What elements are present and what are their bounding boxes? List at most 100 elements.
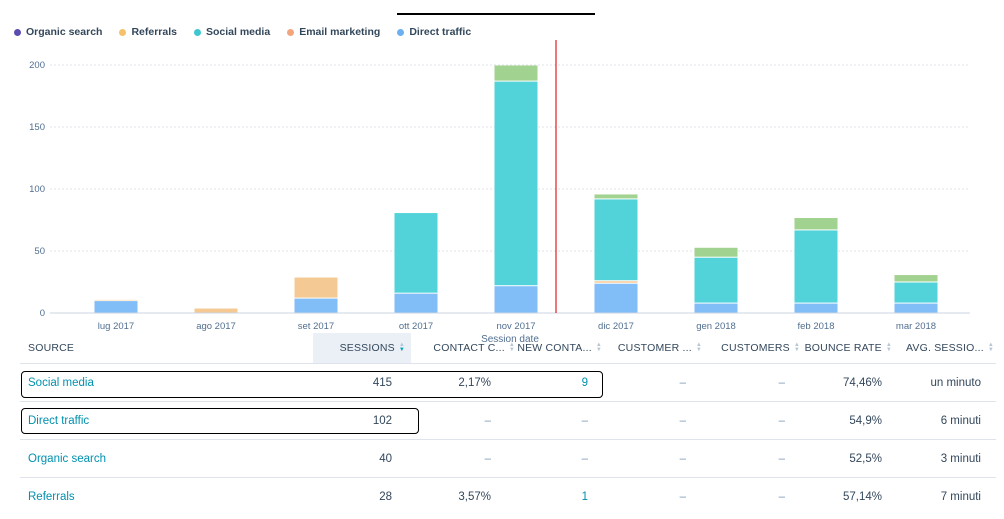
avg-session-value: 6 minuti xyxy=(940,414,981,427)
table-row: Referrals 28 3,57% 1 – – 57,14% 7 minuti xyxy=(20,477,996,515)
table-row: Direct traffic 102 – – – – 54,9% 6 minut… xyxy=(20,401,996,439)
column-header-label: CUSTOMER ... xyxy=(617,342,692,354)
avg-session-value: 3 minuti xyxy=(940,452,981,465)
new-contacts-value: – xyxy=(581,452,588,465)
bar-segment xyxy=(694,303,738,313)
bar-segment xyxy=(894,303,938,313)
bar-segment xyxy=(494,81,538,286)
contact-value: 2,17% xyxy=(458,376,491,389)
legend-dot-icon xyxy=(287,28,295,36)
legend-item-organic-search[interactable]: Organic search xyxy=(14,26,102,38)
bar-segment xyxy=(694,247,738,257)
legend-label: Organic search xyxy=(26,26,103,38)
new-contacts-value: – xyxy=(581,414,588,427)
top-rule xyxy=(397,13,595,15)
column-header-customers[interactable]: CUSTOMERS ▲ ▼ xyxy=(708,333,800,363)
sort-icon: ▲ ▼ xyxy=(595,342,602,353)
bar-segment xyxy=(94,301,138,313)
source-link[interactable]: Referrals xyxy=(28,490,75,503)
column-header-label: CONTACT C... xyxy=(433,342,505,354)
table-header: SOURCE SESSIONS ▲ ▼ CONTACT C... ▲ ▼ NEW C… xyxy=(20,333,996,363)
avg-session-value: un minuto xyxy=(930,376,981,389)
column-header-label: BOUNCE RATE xyxy=(804,342,882,354)
chart-legend: Organic search Referrals Social media Em… xyxy=(14,25,471,39)
bar-segment xyxy=(294,298,338,313)
bar-segment xyxy=(594,199,638,281)
customer-rate-value: – xyxy=(679,414,686,427)
legend-dot-icon xyxy=(119,28,127,36)
bounce-rate-value: 74,46% xyxy=(842,376,882,389)
column-header-label: SOURCE xyxy=(28,342,75,354)
legend-item-social-media[interactable]: Social media xyxy=(193,26,271,38)
bar-segment xyxy=(594,281,638,283)
bar-segment xyxy=(94,299,138,301)
x-tick-label: set 2017 xyxy=(298,321,334,332)
customers-value: – xyxy=(778,376,785,389)
bar-segment xyxy=(394,293,438,313)
x-tick-label: dic 2017 xyxy=(598,321,634,332)
bar-segment xyxy=(194,308,238,313)
legend-dot-icon xyxy=(397,28,405,36)
legend-label: Social media xyxy=(205,26,271,38)
x-tick-label: gen 2018 xyxy=(696,321,736,332)
contact-value: – xyxy=(484,452,491,465)
x-tick-label: nov 2017 xyxy=(496,321,535,332)
y-tick-label: 150 xyxy=(29,122,45,133)
legend-item-referrals[interactable]: Referrals xyxy=(119,26,177,38)
column-header-contact[interactable]: CONTACT C... ▲ ▼ xyxy=(415,333,515,363)
bar-segment xyxy=(894,275,938,282)
source-link[interactable]: Organic search xyxy=(28,452,106,465)
bounce-rate-value: 54,9% xyxy=(849,414,882,427)
y-tick-label: 50 xyxy=(34,246,45,257)
column-header-avg-session[interactable]: AVG. SESSIO... ▲ ▼ xyxy=(900,333,994,363)
x-tick-label: feb 2018 xyxy=(798,321,835,332)
contact-value: – xyxy=(484,414,491,427)
bounce-rate-value: 52,5% xyxy=(849,452,882,465)
new-contacts-link[interactable]: 1 xyxy=(581,490,588,503)
column-header-new-contacts[interactable]: NEW CONTA... ▲ ▼ xyxy=(507,333,602,363)
x-tick-label: lug 2017 xyxy=(98,321,134,332)
legend-dot-icon xyxy=(193,28,201,36)
legend-label: Direct traffic xyxy=(409,26,472,38)
bar-segment xyxy=(694,257,738,303)
table-row: Social media 415 2,17% 9 – – 74,46% un m… xyxy=(20,363,996,401)
column-header-sessions[interactable]: SESSIONS ▲ ▼ xyxy=(313,333,411,363)
source-link[interactable]: Direct traffic xyxy=(28,414,90,427)
x-tick-label: mar 2018 xyxy=(896,321,936,332)
column-header-bounce-rate[interactable]: BOUNCE RATE ▲ ▼ xyxy=(800,333,892,363)
column-header-label: AVG. SESSIO... xyxy=(905,342,984,354)
y-tick-label: 100 xyxy=(29,184,45,195)
contact-value: 3,57% xyxy=(458,490,491,503)
customers-value: – xyxy=(778,414,785,427)
sessions-value: 28 xyxy=(379,490,392,503)
bar-segment xyxy=(394,213,438,293)
new-contacts-link[interactable]: 9 xyxy=(581,376,588,389)
sort-descending-icon: ▲ ▼ xyxy=(398,342,405,353)
bounce-rate-value: 57,14% xyxy=(842,490,882,503)
sessions-value: 415 xyxy=(372,376,392,389)
source-link[interactable]: Social media xyxy=(28,376,94,389)
x-axis-title: Session date xyxy=(481,334,539,345)
bar-segment xyxy=(794,218,838,230)
legend-item-email-marketing[interactable]: Email marketing xyxy=(287,26,380,38)
column-header-customer-rate[interactable]: CUSTOMER ... ▲ ▼ xyxy=(610,333,702,363)
sources-table: SOURCE SESSIONS ▲ ▼ CONTACT C... ▲ ▼ NEW C… xyxy=(20,333,996,515)
bar-segment xyxy=(294,277,338,298)
legend-label: Email marketing xyxy=(299,26,381,38)
customer-rate-value: – xyxy=(679,452,686,465)
bar-segment xyxy=(594,283,638,313)
legend-item-direct-traffic[interactable]: Direct traffic xyxy=(397,26,471,38)
sort-icon: ▲ ▼ xyxy=(695,342,702,353)
x-tick-label: ago 2017 xyxy=(196,321,236,332)
sort-icon: ▲ ▼ xyxy=(885,342,892,353)
avg-session-value: 7 minuti xyxy=(940,490,981,503)
customers-value: – xyxy=(778,490,785,503)
y-tick-label: 0 xyxy=(40,308,45,319)
bar-segment xyxy=(794,303,838,313)
column-header-source[interactable]: SOURCE xyxy=(28,333,228,363)
customers-value: – xyxy=(778,452,785,465)
bar-segment xyxy=(794,230,838,303)
sort-icon: ▲ ▼ xyxy=(987,342,994,353)
column-header-label: NEW CONTA... xyxy=(517,342,592,354)
bar-segment xyxy=(894,282,938,303)
